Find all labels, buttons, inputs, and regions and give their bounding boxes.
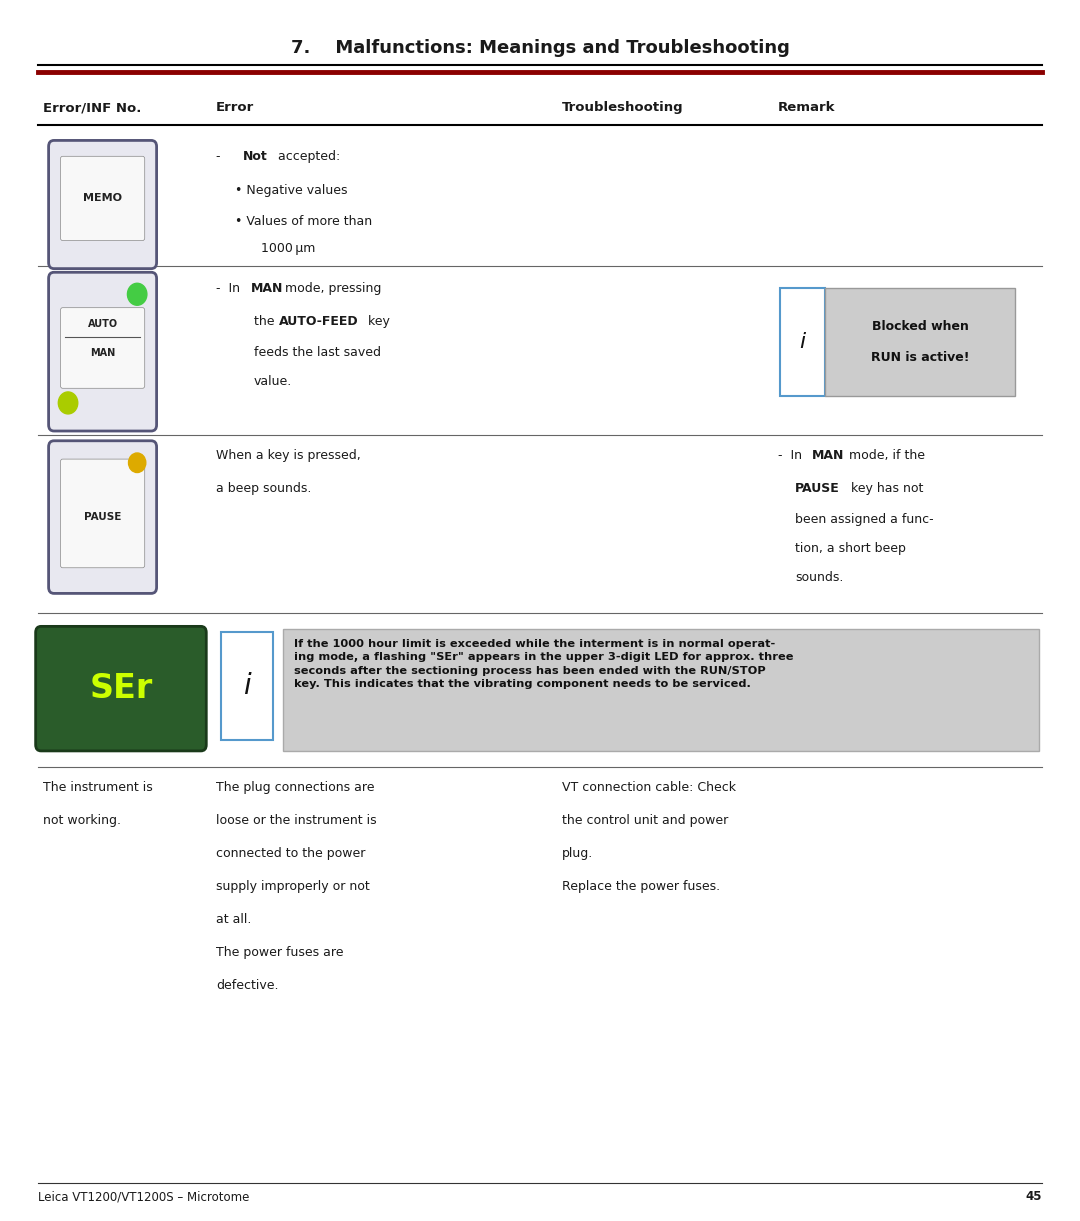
Text: 45: 45 <box>1026 1190 1042 1204</box>
Text: tion, a short beep: tion, a short beep <box>795 542 906 556</box>
FancyBboxPatch shape <box>283 629 1039 751</box>
Text: Remark: Remark <box>778 101 835 115</box>
Text: PAUSE: PAUSE <box>795 482 839 496</box>
Text: supply improperly or not: supply improperly or not <box>216 880 369 894</box>
Text: at all.: at all. <box>216 913 252 927</box>
Text: The plug connections are: The plug connections are <box>216 781 375 795</box>
FancyBboxPatch shape <box>60 459 145 568</box>
Text: loose or the instrument is: loose or the instrument is <box>216 814 377 828</box>
Text: 7.    Malfunctions: Meanings and Troubleshooting: 7. Malfunctions: Meanings and Troublesho… <box>291 39 789 57</box>
Text: a beep sounds.: a beep sounds. <box>216 482 311 496</box>
Text: connected to the power: connected to the power <box>216 847 365 861</box>
Text: • Negative values: • Negative values <box>235 184 348 198</box>
Text: accepted:: accepted: <box>274 150 340 164</box>
Text: MAN: MAN <box>812 449 845 463</box>
Text: plug.: plug. <box>562 847 593 861</box>
Text: RUN is active!: RUN is active! <box>870 352 970 364</box>
Text: mode, if the: mode, if the <box>845 449 924 463</box>
Text: The instrument is: The instrument is <box>43 781 153 795</box>
FancyBboxPatch shape <box>60 308 145 388</box>
FancyBboxPatch shape <box>36 626 206 751</box>
Text: MEMO: MEMO <box>83 193 122 204</box>
Text: -: - <box>216 150 229 164</box>
Text: key: key <box>364 315 390 328</box>
Text: PAUSE: PAUSE <box>84 512 121 523</box>
FancyBboxPatch shape <box>49 140 157 269</box>
Text: the: the <box>254 315 279 328</box>
Text: Replace the power fuses.: Replace the power fuses. <box>562 880 719 894</box>
Text: not working.: not working. <box>43 814 121 828</box>
Text: sounds.: sounds. <box>795 571 843 585</box>
Text: When a key is pressed,: When a key is pressed, <box>216 449 361 463</box>
FancyBboxPatch shape <box>60 156 145 241</box>
Text: -  In: - In <box>216 282 244 295</box>
Text: Error: Error <box>216 101 254 115</box>
Text: AUTO: AUTO <box>87 319 118 328</box>
Text: MAN: MAN <box>251 282 283 295</box>
FancyBboxPatch shape <box>780 288 825 396</box>
Text: Error/INF No.: Error/INF No. <box>43 101 141 115</box>
Text: If the 1000 hour limit is exceeded while the interment is in normal operat-
ing : If the 1000 hour limit is exceeded while… <box>294 639 793 690</box>
Text: Troubleshooting: Troubleshooting <box>562 101 684 115</box>
Text: VT connection cable: Check: VT connection cable: Check <box>562 781 735 795</box>
Text: the control unit and power: the control unit and power <box>562 814 728 828</box>
Circle shape <box>129 453 146 473</box>
Text: defective.: defective. <box>216 979 279 993</box>
FancyBboxPatch shape <box>825 288 1015 396</box>
Text: MAN: MAN <box>90 348 116 358</box>
FancyBboxPatch shape <box>49 441 157 593</box>
Text: key has not: key has not <box>847 482 923 496</box>
Text: Not: Not <box>243 150 268 164</box>
Circle shape <box>127 283 147 305</box>
Text: AUTO-FEED: AUTO-FEED <box>279 315 359 328</box>
Text: value.: value. <box>254 375 292 388</box>
Text: 1000 μm: 1000 μm <box>261 242 315 255</box>
Circle shape <box>58 392 78 414</box>
Text: i: i <box>799 332 806 352</box>
Text: Blocked when: Blocked when <box>872 320 969 332</box>
Text: -  In: - In <box>778 449 806 463</box>
Text: SEr: SEr <box>90 672 152 706</box>
Text: The power fuses are: The power fuses are <box>216 946 343 960</box>
Text: i: i <box>243 673 252 700</box>
Text: been assigned a func-: been assigned a func- <box>795 513 933 526</box>
Text: Leica VT1200/VT1200S – Microtome: Leica VT1200/VT1200S – Microtome <box>38 1190 249 1204</box>
FancyBboxPatch shape <box>221 632 273 740</box>
Text: mode, pressing: mode, pressing <box>281 282 381 295</box>
Text: feeds the last saved: feeds the last saved <box>254 346 381 359</box>
FancyBboxPatch shape <box>49 272 157 431</box>
Text: • Values of more than: • Values of more than <box>235 215 373 228</box>
